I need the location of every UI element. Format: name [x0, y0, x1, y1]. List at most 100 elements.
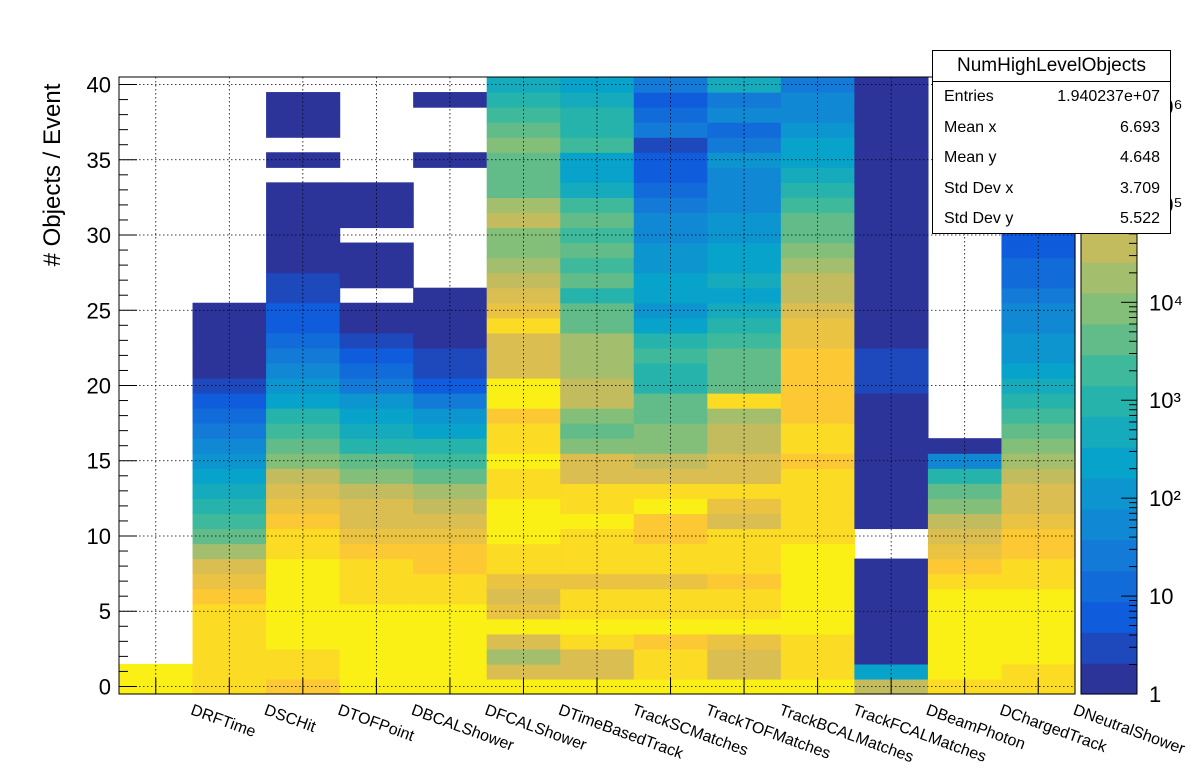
heatmap-cell [780, 528, 855, 545]
heatmap-cell [413, 347, 488, 364]
heatmap-cell [560, 332, 635, 349]
heatmap-cell [1001, 332, 1076, 349]
heatmap-cell [707, 543, 782, 560]
heatmap-cell [780, 618, 855, 635]
palette-level [1081, 601, 1137, 633]
palette-level [1081, 632, 1137, 664]
heatmap-cell [854, 618, 929, 635]
heatmap-cell [413, 92, 488, 108]
heatmap-cell [560, 528, 635, 545]
heatmap-cell [339, 543, 414, 560]
heatmap-cell [560, 423, 635, 439]
heatmap-cell [413, 618, 488, 635]
heatmap-cell [486, 483, 561, 499]
palette-level [1081, 447, 1137, 479]
stats-row: Entries 1.940237e+07 [933, 82, 1170, 113]
heatmap-cell [1001, 272, 1076, 289]
heatmap-cell [413, 603, 488, 620]
heatmap-cell [707, 347, 782, 364]
heatmap-cell [560, 302, 635, 319]
heatmap-cell [560, 618, 635, 635]
palette-level [1081, 478, 1137, 510]
x-tick-label: TrackTOFMatches [703, 702, 832, 763]
heatmap-cell [927, 618, 1003, 635]
heatmap-cell [413, 543, 488, 560]
heatmap-cell [633, 483, 708, 499]
stats-label: Std Dev x [944, 179, 1014, 197]
heatmap-cell [192, 423, 267, 439]
y-tick-label: 35 [87, 148, 111, 173]
heatmap-cell [854, 272, 929, 289]
heatmap-cell [413, 302, 488, 319]
heatmap-cell [413, 152, 488, 168]
heatmap-cell [780, 483, 855, 499]
heatmap-cell [266, 468, 341, 484]
heatmap-cell [486, 92, 561, 108]
x-tick-label: DTimeBasedTrack [556, 702, 686, 763]
heatmap-cell [1001, 528, 1076, 545]
heatmap-cell [486, 107, 561, 123]
heatmap-cell [927, 663, 1003, 680]
y-tick-label: 0 [99, 674, 111, 699]
heatmap-cell [192, 302, 267, 319]
heatmap-cell [780, 332, 855, 349]
heatmap-cell [633, 423, 708, 439]
heatmap-cell [633, 588, 708, 605]
heatmap-cell [1001, 347, 1076, 364]
y-tick-label: 5 [99, 599, 111, 624]
heatmap-cell [192, 588, 267, 605]
heatmap-cell [633, 212, 708, 229]
heatmap-cell [1001, 302, 1076, 319]
heatmap-cell [707, 483, 782, 499]
heatmap-cell [1001, 483, 1076, 499]
heatmap-cell [339, 332, 414, 349]
heatmap-cell [339, 393, 414, 409]
heatmap-cell [413, 483, 488, 499]
heatmap-cell [780, 152, 855, 168]
heatmap-cell [707, 423, 782, 439]
palette-level [1081, 663, 1137, 695]
heatmap-cell [560, 227, 635, 244]
heatmap-cell [192, 393, 267, 409]
heatmap-cell [413, 408, 488, 424]
heatmap-cell [266, 347, 341, 364]
heatmap-cell [266, 287, 341, 304]
palette-tick-label: 10⁴ [1149, 290, 1183, 315]
heatmap-cell [560, 663, 635, 680]
heatmap-cell [780, 272, 855, 289]
heatmap-cell [192, 468, 267, 484]
heatmap-cell [486, 212, 561, 229]
palette-level [1081, 354, 1137, 387]
stats-value: 1.940237e+07 [1057, 88, 1160, 105]
heatmap-cell [1001, 618, 1076, 635]
heatmap-cell [266, 483, 341, 499]
heatmap-cell [560, 362, 635, 379]
heatmap-cell [413, 663, 488, 680]
heatmap-cell [780, 648, 855, 665]
heatmap-cell [339, 483, 414, 499]
stats-label: Mean x [944, 118, 997, 136]
y-tick-label: 25 [87, 298, 111, 323]
heatmap-cell [633, 543, 708, 560]
heatmap-cell [413, 362, 488, 379]
heatmap-cell [854, 393, 929, 409]
grid-lines [119, 77, 1075, 694]
heatmap-cell [780, 302, 855, 319]
heatmap-cell [854, 408, 929, 424]
heatmap-cell [633, 92, 708, 108]
heatmap-cell [560, 408, 635, 424]
heatmap-cell [339, 212, 414, 229]
stats-box: NumHighLevelObjects Entries 1.940237e+07 … [932, 50, 1171, 234]
heatmap-cell [780, 588, 855, 605]
heatmap-cell [192, 663, 267, 680]
heatmap-cell [266, 362, 341, 379]
heatmap-cell [707, 663, 782, 680]
heatmap-cell [854, 167, 929, 183]
heatmap-cell [854, 92, 929, 108]
heatmap-cell [780, 408, 855, 424]
heatmap-cell [486, 663, 561, 680]
stats-value: 6.693 [1119, 118, 1160, 136]
palette-level [1081, 262, 1137, 294]
heatmap-cell [1001, 362, 1076, 379]
heatmap-cell [413, 528, 488, 545]
